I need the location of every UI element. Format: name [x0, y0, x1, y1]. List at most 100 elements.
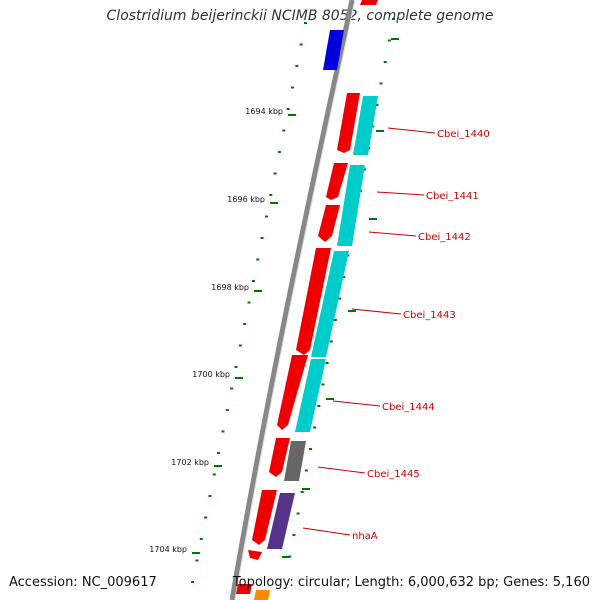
ring-dot — [309, 448, 313, 450]
ring-dot — [299, 43, 303, 46]
coordinate-ticks: 1694 kbp 1696 kbp 1698 kbp 1700 kbp 1702 kbp… — [149, 38, 399, 558]
accession-label: Accession: NC_009617 — [9, 575, 157, 590]
cds-arrow — [326, 163, 348, 200]
ring-dot — [234, 366, 238, 368]
cds-arrow-orange — [254, 590, 270, 600]
gene-label: nhaA — [352, 531, 378, 542]
genome-backbone-highlight — [234, 0, 356, 600]
cds-arrow — [337, 93, 360, 153]
gene-label: Cbei_1444 — [382, 402, 435, 413]
ring-dot — [191, 581, 195, 583]
ring-dot — [247, 301, 251, 304]
ring-dot — [251, 280, 255, 282]
ring-dot — [329, 340, 333, 343]
ring-dot — [238, 344, 242, 347]
ring-dot — [338, 297, 342, 300]
leader-line — [368, 231, 417, 237]
ring-dot — [362, 168, 366, 171]
ring-dot — [325, 362, 329, 364]
gene-label: Cbei_1442 — [418, 232, 471, 243]
ring-dot — [296, 512, 300, 515]
leader-line — [302, 527, 351, 536]
tick-label: 1702 kbp — [171, 458, 209, 467]
cds-arrow — [277, 355, 308, 430]
ring-dot — [304, 22, 307, 24]
cds-arrow — [296, 248, 331, 355]
tick-mark — [235, 377, 243, 379]
cds-arrow — [248, 550, 262, 560]
gene-track — [267, 96, 378, 549]
ring-dot — [217, 452, 221, 454]
ring-dot — [264, 215, 268, 218]
feature-top-red — [360, 0, 378, 5]
ring-dot — [208, 495, 212, 497]
ring-dot — [379, 82, 383, 85]
ring-dot — [221, 430, 225, 433]
ring-dot — [333, 319, 337, 321]
tick-label: 1700 kbp — [192, 370, 230, 379]
gene-block-cyan — [311, 251, 349, 357]
tick-mark — [282, 556, 290, 558]
leader-line — [332, 400, 381, 407]
ring-dot — [300, 491, 304, 493]
gene-block-purple — [267, 493, 295, 549]
ring-dot — [295, 65, 299, 67]
tick-mark — [326, 398, 334, 400]
ring-dot — [392, 18, 395, 20]
ring-dot — [383, 61, 387, 63]
genome-backbone — [229, 0, 355, 600]
gene-label: Cbei_1443 — [403, 310, 456, 321]
gene-labels: Cbei_1440 Cbei_1441 Cbei_1442 Cbei_1443 Cbei… — [302, 127, 490, 542]
ring-dot — [199, 538, 203, 540]
cds-arrow — [269, 438, 290, 477]
tick-mark — [254, 290, 262, 292]
outer-ring-dots — [191, 22, 307, 583]
leader-line — [317, 466, 366, 474]
genome-stats: Topology: circular; Length: 6,000,632 bp… — [232, 575, 590, 590]
ring-dot — [260, 237, 264, 239]
cds-arrow — [318, 205, 340, 242]
tick-mark — [302, 488, 310, 490]
tick-label: 1696 kbp — [227, 195, 265, 204]
ring-dot — [313, 426, 317, 429]
cds-arrow — [252, 490, 277, 545]
gene-block-cyan — [295, 359, 326, 432]
leader-line — [387, 127, 436, 134]
tick-mark — [288, 114, 296, 116]
ring-dot — [286, 108, 290, 110]
ring-dot — [212, 473, 216, 476]
tick-mark — [391, 38, 399, 40]
gene-block-cyan — [337, 165, 365, 246]
tick-label: 1694 kbp — [245, 107, 283, 116]
map-title: Clostridium beijerinckii NCIMB 8052, com… — [106, 8, 494, 24]
gene-label: Cbei_1441 — [426, 191, 479, 202]
ring-dot — [195, 559, 199, 562]
cds-arrow — [236, 584, 252, 594]
ring-dot — [225, 409, 229, 411]
gene-block-cyan — [353, 96, 378, 155]
ring-dot — [256, 258, 260, 261]
gene-label: Cbei_1440 — [437, 129, 490, 140]
ring-dot — [342, 276, 346, 278]
tick-mark — [192, 552, 200, 554]
ring-dot — [317, 405, 321, 407]
leader-line — [351, 308, 402, 315]
tick-mark — [270, 202, 278, 204]
gene-block-gray — [284, 441, 306, 481]
ring-dot — [375, 104, 379, 106]
ring-dot — [387, 39, 391, 42]
ring-dot — [243, 323, 247, 325]
cds-track — [236, 93, 360, 600]
tick-mark — [214, 465, 222, 467]
ring-dot — [273, 172, 277, 175]
tick-label: 1698 kbp — [211, 283, 249, 292]
leader-line — [376, 191, 425, 196]
feature-blue — [323, 30, 344, 70]
ring-dot — [269, 194, 273, 196]
ring-dot — [282, 129, 286, 132]
ring-dot — [277, 151, 281, 153]
ring-dot — [304, 469, 308, 472]
ring-dot — [321, 383, 325, 386]
tick-mark — [369, 218, 377, 220]
